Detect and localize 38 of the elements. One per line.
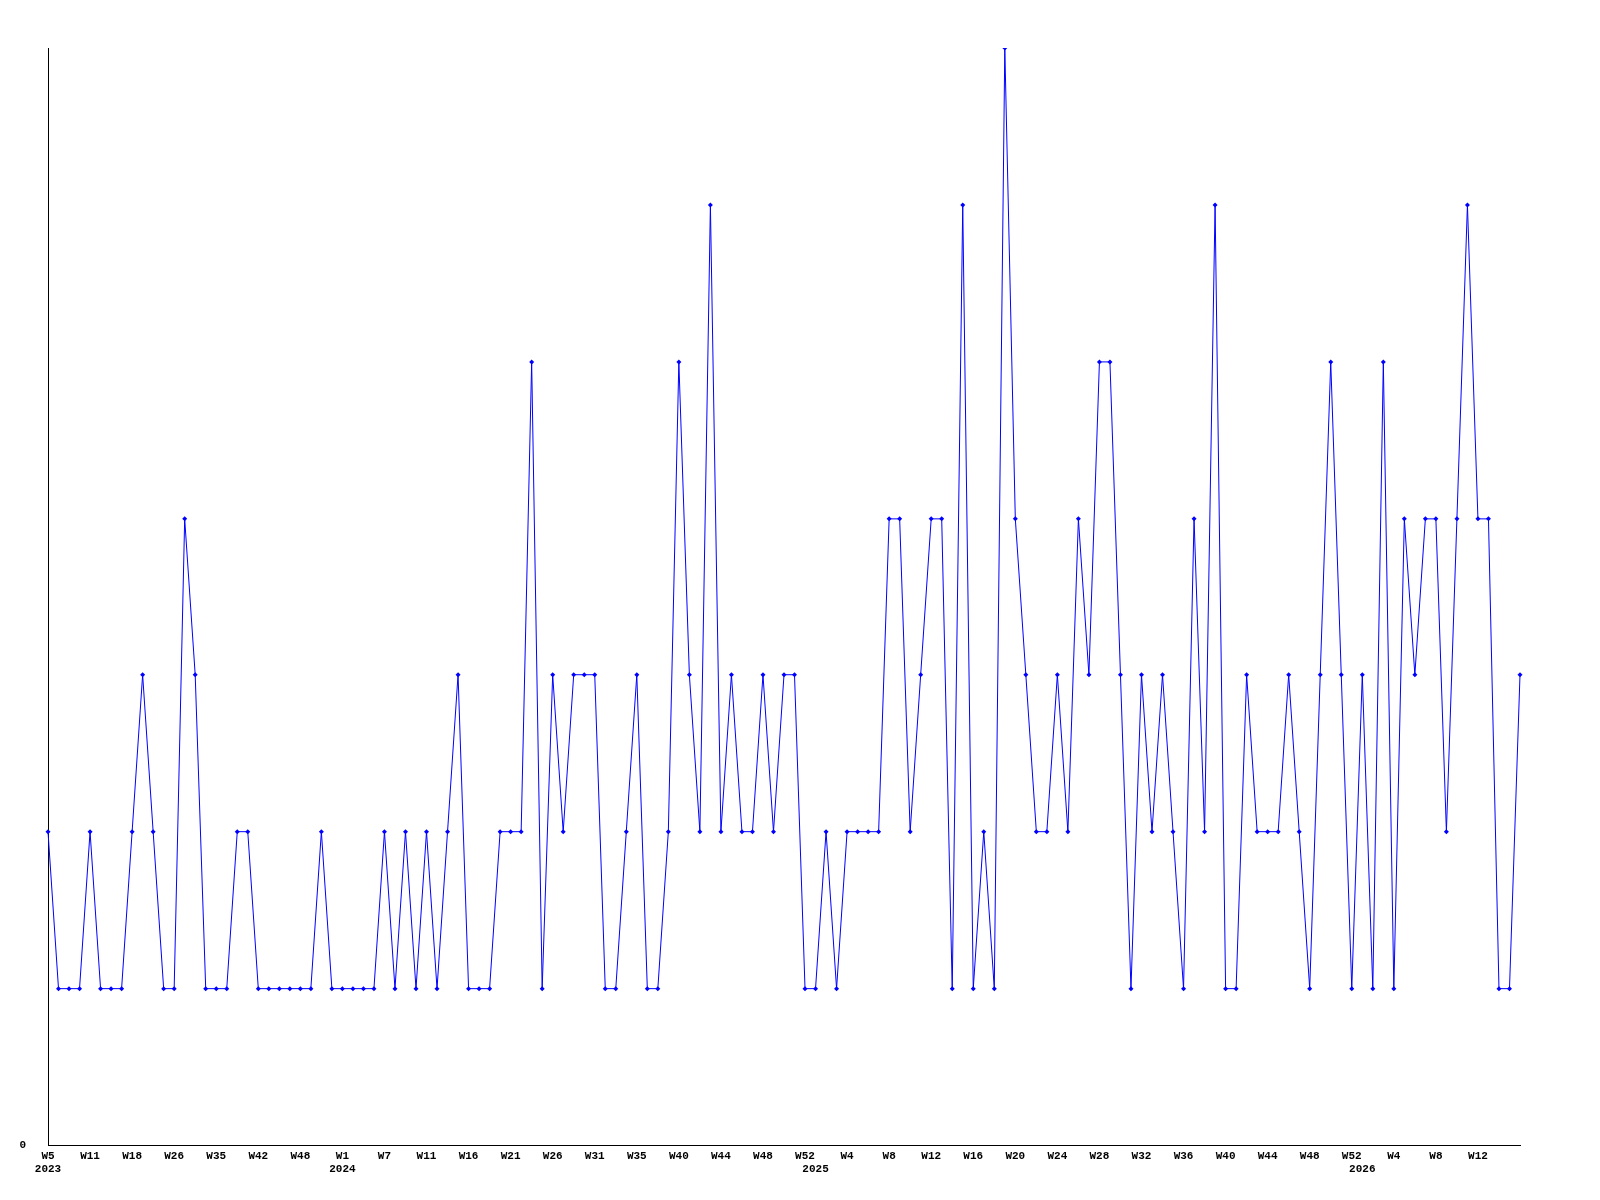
x-tick-label: W21	[500, 1149, 521, 1162]
x-tick-label: W28	[1089, 1149, 1110, 1162]
x-tick-label: W36	[1173, 1149, 1194, 1162]
x-tick-label: W4	[1387, 1149, 1401, 1162]
x-tick-label: W5 2023	[34, 1149, 62, 1176]
x-tick-label: W35	[206, 1149, 227, 1162]
x-tick-label: W26	[542, 1149, 563, 1162]
x-tick-label: W8	[882, 1149, 897, 1162]
x-tick-label: W48	[753, 1149, 774, 1162]
x-tick-label: W16	[458, 1149, 479, 1162]
x-tick-label: W48	[290, 1149, 311, 1162]
x-tick-label: W1 2024	[329, 1149, 356, 1176]
x-tick-label: W48	[1299, 1149, 1321, 1162]
x-tick-label: W20	[1005, 1149, 1026, 1162]
x-tick-label: W42	[248, 1149, 269, 1162]
x-tick-label: W11	[416, 1149, 437, 1162]
x-tick-label: W44	[711, 1149, 732, 1162]
x-tick-label: W26	[164, 1149, 185, 1162]
x-tick-label: W8	[1429, 1149, 1443, 1162]
x-tick-label: W40	[668, 1149, 689, 1162]
x-tick-label: W16	[963, 1149, 984, 1162]
x-tick-label: W11	[80, 1149, 101, 1162]
x-tick-label: W52	[795, 1149, 815, 1162]
x-tick-label: 2026	[1349, 1163, 1376, 1176]
x-tick-label: W12	[1468, 1149, 1488, 1162]
x-tick-label: W35	[626, 1149, 648, 1162]
x-tick-label: W32	[1131, 1149, 1152, 1162]
x-tick-label: W52	[1341, 1149, 1362, 1162]
x-tick-label: W40	[1215, 1149, 1236, 1162]
text: 0	[19, 1139, 26, 1152]
x-tick-label: 2025	[802, 1163, 830, 1176]
x-tick-label: W24	[1047, 1149, 1068, 1162]
x-tick-label: W18	[122, 1149, 143, 1162]
x-tick-label: W12	[921, 1149, 942, 1162]
x-tick-label: W44	[1257, 1149, 1278, 1162]
x-tick-label: W4	[840, 1149, 855, 1162]
x-tick-label: W7	[377, 1149, 392, 1162]
x-tick-label: W31	[584, 1149, 606, 1162]
